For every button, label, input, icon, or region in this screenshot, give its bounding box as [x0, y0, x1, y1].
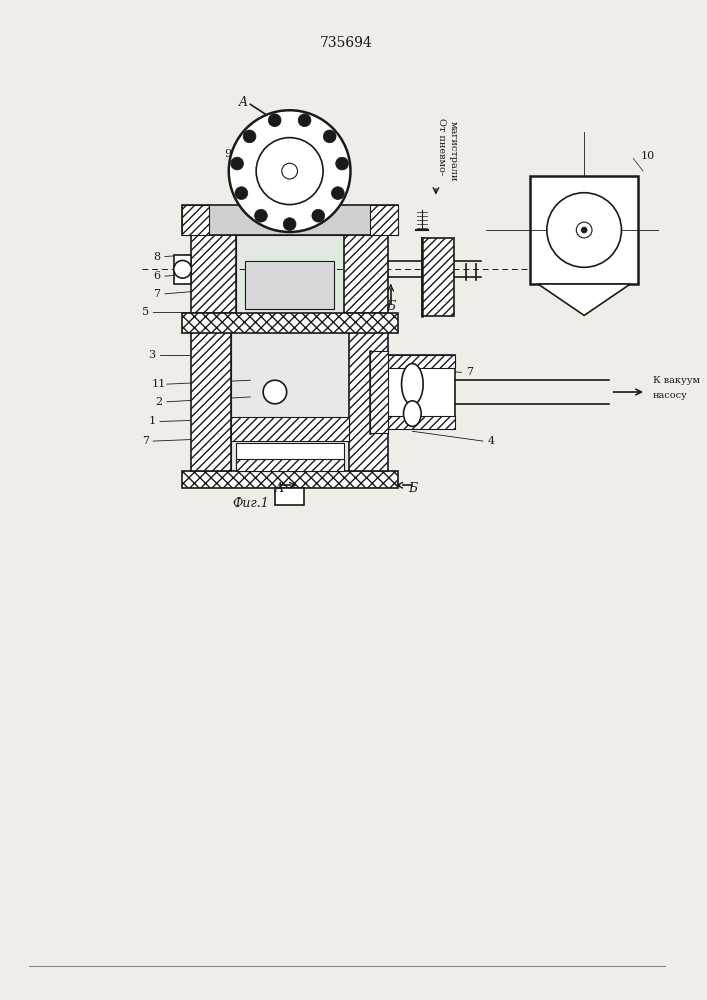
Text: Б: Б: [386, 300, 395, 313]
Bar: [388, 416, 455, 429]
Circle shape: [332, 187, 344, 200]
Circle shape: [174, 260, 192, 278]
Circle shape: [323, 130, 336, 143]
Text: Фиг.1: Фиг.1: [232, 497, 269, 510]
Text: 3: 3: [148, 350, 156, 360]
Circle shape: [263, 380, 286, 404]
Bar: [275, 488, 304, 505]
Circle shape: [284, 218, 296, 231]
Circle shape: [576, 222, 592, 238]
Bar: [388, 355, 455, 368]
Text: 7: 7: [466, 367, 473, 377]
Text: 10: 10: [641, 151, 655, 161]
Bar: [245, 261, 334, 309]
Text: 9: 9: [224, 149, 231, 159]
Text: 6: 6: [153, 271, 160, 281]
Text: От пневмо-: От пневмо-: [438, 118, 446, 175]
Text: A: A: [239, 96, 248, 109]
Text: 4: 4: [487, 436, 494, 446]
Circle shape: [547, 193, 621, 267]
Text: 1: 1: [148, 416, 156, 426]
Bar: [235, 235, 344, 313]
Circle shape: [336, 157, 349, 170]
Bar: [182, 313, 397, 333]
Text: 7: 7: [142, 436, 148, 446]
Bar: [235, 459, 344, 471]
Polygon shape: [538, 284, 631, 315]
Bar: [230, 313, 349, 471]
Ellipse shape: [404, 401, 421, 426]
Bar: [192, 235, 235, 313]
Bar: [344, 235, 388, 313]
Bar: [182, 471, 397, 488]
Circle shape: [298, 114, 311, 127]
Bar: [182, 205, 209, 235]
Bar: [230, 417, 349, 441]
Text: 8: 8: [153, 252, 160, 262]
Circle shape: [230, 157, 243, 170]
Circle shape: [255, 209, 267, 222]
Bar: [422, 238, 454, 316]
Bar: [370, 205, 397, 235]
Circle shape: [282, 163, 298, 179]
Text: Б: Б: [408, 482, 417, 495]
Bar: [388, 355, 455, 429]
Bar: [182, 205, 397, 235]
Text: насосу: насосу: [653, 391, 688, 400]
Circle shape: [229, 110, 351, 232]
Text: 7: 7: [153, 289, 160, 299]
Ellipse shape: [402, 364, 423, 405]
Text: 5: 5: [141, 307, 149, 317]
Bar: [349, 313, 388, 471]
Circle shape: [243, 130, 256, 143]
Text: 2: 2: [156, 397, 163, 407]
Text: 11: 11: [152, 379, 166, 389]
Circle shape: [235, 187, 247, 200]
Text: К вакуум: К вакуум: [653, 376, 700, 385]
Circle shape: [256, 138, 323, 205]
Bar: [530, 176, 638, 284]
Bar: [174, 255, 192, 284]
Bar: [370, 351, 388, 433]
Bar: [192, 313, 230, 471]
Circle shape: [268, 114, 281, 127]
Circle shape: [581, 227, 587, 233]
Circle shape: [312, 209, 325, 222]
Text: 735694: 735694: [320, 36, 373, 50]
Text: магистрали: магистрали: [449, 121, 458, 182]
Text: A: A: [275, 482, 284, 495]
Bar: [235, 443, 344, 471]
